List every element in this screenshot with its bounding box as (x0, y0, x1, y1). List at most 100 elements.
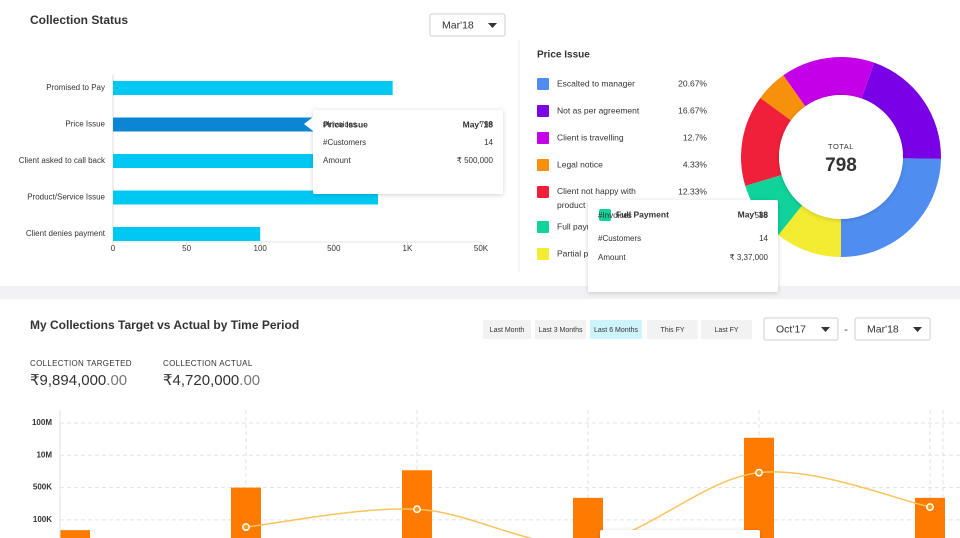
range-button-box[interactable] (647, 320, 698, 339)
tooltip-row-label: Amount (598, 253, 626, 262)
tooltip-row-label: Amount (323, 156, 351, 165)
tooltip-row-value: ₹ 500,000 (457, 156, 494, 165)
panel-title: Price Issue (537, 50, 590, 61)
dropdown-caret[interactable] (488, 23, 497, 28)
from-dropdown[interactable]: Oct'17 (763, 317, 839, 341)
bar (113, 117, 316, 132)
range-button-box[interactable] (535, 320, 586, 339)
x-tick-label: 1K (403, 244, 413, 253)
range-button[interactable]: Last FY (701, 320, 752, 339)
kpi-decimals: .00 (106, 372, 127, 389)
kpi-decimals: .00 (239, 372, 260, 389)
range-button-label[interactable]: Last 3 Months (539, 327, 583, 334)
dropdown-label[interactable]: Oct'17 (776, 323, 806, 335)
legend-value: 12.7% (683, 132, 708, 142)
bar (113, 154, 349, 168)
legend-value: 20.67% (678, 78, 707, 88)
legend-value: 12.33% (678, 186, 707, 196)
x-tick-label: 100 (254, 244, 268, 253)
tooltip-row-label: #Invoices (323, 120, 357, 129)
legend-label: Legal notice (557, 159, 603, 169)
range-button-label[interactable]: This FY (660, 327, 684, 334)
range-button-box[interactable] (701, 320, 752, 339)
tooltip-title: Price Issue (323, 119, 368, 129)
tooltip-row-value: 14 (484, 138, 493, 147)
range-button-label[interactable]: Last Month (490, 327, 525, 334)
y-tick-label: 100M (32, 418, 52, 427)
line (245, 471, 931, 538)
y-tick-label: 500K (33, 483, 52, 492)
bar (573, 497, 603, 538)
dropdown-box[interactable] (854, 317, 931, 341)
legend-value: 4.33% (683, 159, 708, 169)
dropdown-box[interactable] (429, 13, 506, 37)
line-point (413, 505, 421, 514)
y-tick-label: 100K (33, 515, 52, 524)
bar (113, 81, 393, 95)
tooltip-box (588, 200, 778, 292)
section-title: Collection Status (30, 13, 128, 27)
dropdown-label[interactable]: Mar'18 (867, 323, 899, 335)
donut-center-value: 798 (825, 155, 857, 176)
range-button-box[interactable] (590, 320, 642, 339)
range-button-box[interactable] (483, 320, 531, 339)
line-point (755, 468, 763, 477)
legend-swatch (537, 105, 549, 117)
dropdown-caret[interactable] (821, 327, 830, 332)
x-tick-label: 0 (111, 244, 116, 253)
bar (402, 470, 432, 538)
tooltip-row-value: 798 (480, 120, 494, 129)
range-button[interactable]: Last 6 Months (590, 320, 642, 339)
line-point (242, 523, 250, 532)
range-button[interactable]: This FY (647, 320, 698, 339)
period-dropdown[interactable]: Mar'18 (429, 13, 506, 37)
legend-label: Full payment (557, 221, 606, 231)
range-button-label[interactable]: Last 6 Months (594, 327, 638, 334)
donut-slice (783, 57, 875, 107)
tooltip-period: May' 18 (463, 119, 494, 129)
tooltip-box (313, 110, 503, 194)
section-title: My Collections Target vs Actual by Time … (30, 318, 299, 332)
kpi-value: ₹4,720,000.00 (163, 372, 260, 389)
donut-slice (760, 75, 806, 121)
legend-label: Client not happy with product (557, 186, 638, 210)
dropdown-caret[interactable] (913, 327, 922, 332)
tooltip-swatch (599, 209, 611, 221)
kpi-amount: ₹9,894,000 (30, 372, 106, 389)
legend-swatch (537, 159, 549, 171)
donut-slice (841, 158, 941, 257)
bar (744, 437, 774, 538)
legend-swatch (537, 221, 549, 233)
dropdown-label[interactable]: Mar'18 (442, 19, 474, 31)
legend-value: 16.67% (678, 105, 707, 115)
range-button[interactable]: Last 3 Months (535, 320, 586, 339)
range-button-label[interactable]: Last FY (714, 327, 738, 334)
tooltip-row-value: ₹ 3,37,000 (730, 253, 769, 262)
tooltip-row-label: #Customers (598, 234, 641, 243)
line-point (926, 503, 934, 511)
range-button[interactable]: Last Month (483, 320, 531, 339)
y-tick-label: Client denies payment (26, 229, 106, 238)
tooltip: Full Payment May' 18 #Invoices 588 #Customer… (588, 200, 778, 292)
dropdown-box[interactable] (763, 317, 839, 341)
x-tick-label: 500 (327, 244, 341, 253)
tooltip-arrow (304, 117, 313, 131)
y-tick-label: 10M (36, 450, 52, 459)
tooltip-row-value: 588 (755, 211, 769, 220)
bar (113, 227, 261, 241)
donut-slice (740, 98, 791, 187)
hover-tooltip-box (600, 530, 760, 538)
kpi-label: COLLECTION TARGETED (30, 359, 132, 368)
kpi-value: ₹9,894,000.00 (30, 372, 127, 389)
tooltip: Price Issue May' 18 #Invoices 798 #Customers… (304, 110, 503, 194)
kpi-label: COLLECTION ACTUAL (163, 359, 253, 368)
to-dropdown[interactable]: Mar'18 (854, 317, 931, 341)
donut-center (779, 95, 903, 219)
section-separator (0, 286, 960, 299)
donut-slice (861, 62, 941, 159)
x-tick-label: 50K (474, 244, 489, 253)
tooltip-title: Full Payment (616, 209, 669, 219)
plot-area (60, 410, 960, 538)
